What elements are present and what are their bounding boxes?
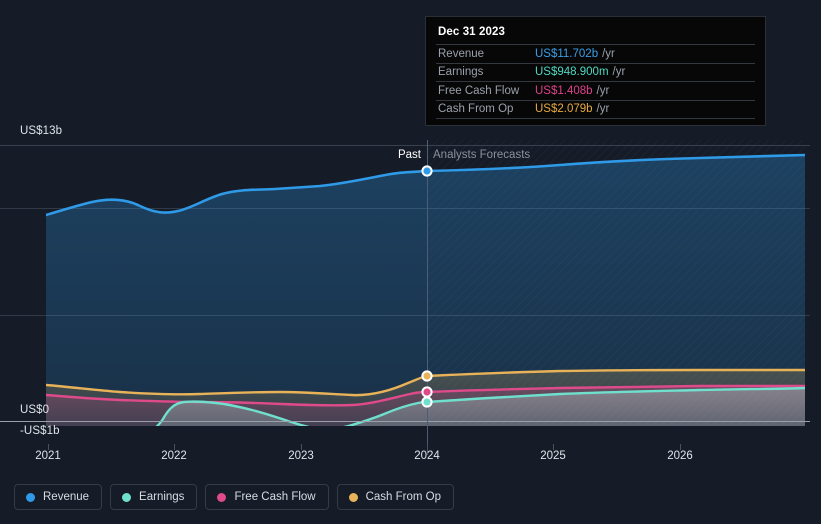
tooltip-date: Dec 31 2023 — [438, 26, 505, 38]
tooltip-row-cash-from-op: Cash From Op US$2.079b /yr — [436, 99, 755, 119]
chart-stage: US$13b US$0 -US$1b 2021 2022 2023 2024 2… — [0, 0, 821, 478]
tooltip-row-free-cash-flow: Free Cash Flow US$1.408b /yr — [436, 81, 755, 100]
y-axis-label-bottom: -US$1b — [20, 425, 60, 437]
revenue-swatch-icon — [26, 492, 35, 502]
tooltip-unit-earnings: /yr — [612, 66, 626, 79]
legend-item-free-cash-flow[interactable]: Free Cash Flow — [205, 484, 329, 510]
data-point-markers[interactable] — [421, 165, 433, 408]
tooltip-value-earnings: US$948.900m — [535, 66, 609, 79]
tooltip-row-earnings: Earnings US$948.900m /yr — [436, 62, 755, 82]
tooltip-label-free-cash-flow: Free Cash Flow — [438, 84, 520, 97]
legend-item-revenue[interactable]: Revenue — [14, 484, 103, 510]
legend-label-revenue: Revenue — [43, 491, 90, 503]
tooltip-label-earnings: Earnings — [438, 66, 484, 79]
y-axis-label-zero: US$0 — [20, 404, 50, 416]
marker-free-cash-flow[interactable] — [421, 386, 433, 398]
marker-earnings[interactable] — [421, 396, 433, 408]
tooltip-unit-free-cash-flow: /yr — [596, 84, 610, 97]
x-axis-label-2024: 2024 — [414, 450, 440, 462]
tooltip-value-cash-from-op: US$2.079b — [535, 103, 593, 116]
legend-item-cash-from-op[interactable]: Cash From Op — [336, 484, 455, 510]
cash-from-op-swatch-icon — [348, 492, 358, 502]
series-revenue — [46, 153, 805, 426]
legend-label-free-cash-flow: Free Cash Flow — [234, 491, 316, 503]
chart-legend: Revenue Earnings Free Cash Flow Cash Fro… — [14, 484, 455, 510]
analysts-forecasts-label: Analysts Forecasts — [433, 149, 531, 161]
earnings-swatch-icon — [122, 492, 132, 502]
x-axis-label-2022: 2022 — [161, 450, 187, 462]
data-tooltip: Dec 31 2023 Revenue US$11.702b /yr Earni… — [425, 16, 766, 126]
x-axis-label-2023: 2023 — [288, 450, 314, 462]
legend-item-earnings[interactable]: Earnings — [110, 484, 198, 510]
x-axis-label-2026: 2026 — [667, 450, 693, 462]
y-axis-label-top: US$13b — [20, 125, 63, 137]
legend-label-earnings: Earnings — [139, 491, 185, 503]
tooltip-value-free-cash-flow: US$1.408b — [535, 84, 593, 97]
x-tick-marks — [48, 444, 681, 450]
past-label: Past — [397, 149, 421, 161]
tooltip-unit-cash-from-op: /yr — [596, 103, 610, 116]
legend-label-cash-from-op: Cash From Op — [365, 491, 442, 503]
tooltip-row-revenue: Revenue US$11.702b /yr — [436, 44, 755, 63]
x-axis-label-2021: 2021 — [35, 450, 61, 462]
marker-revenue[interactable] — [421, 165, 433, 177]
tooltip-value-revenue: US$11.702b — [535, 47, 599, 60]
x-axis-label-2025: 2025 — [540, 450, 566, 462]
free-cash-flow-swatch-icon — [217, 492, 227, 502]
financial-area-chart[interactable] — [0, 0, 821, 478]
tooltip-unit-revenue: /yr — [602, 47, 615, 60]
marker-cash-from-op[interactable] — [421, 370, 433, 382]
tooltip-label-revenue: Revenue — [438, 47, 485, 60]
tooltip-label-cash-from-op: Cash From Op — [438, 103, 514, 116]
